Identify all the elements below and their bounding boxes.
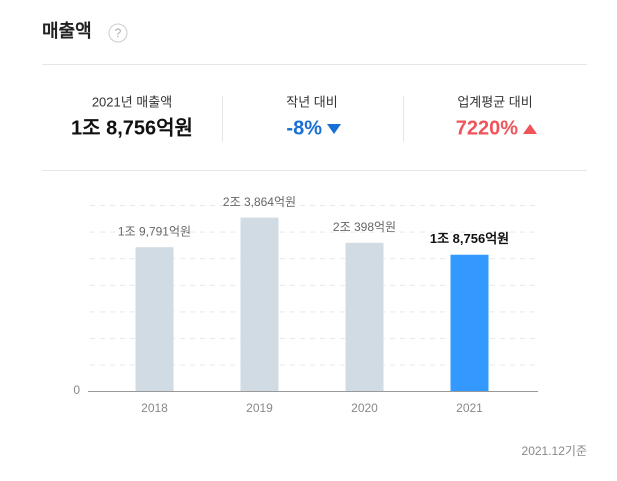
bar [135, 247, 174, 391]
value-label: 2조 398억원 [333, 220, 396, 234]
summary-value: -8% [286, 117, 322, 139]
summary-value: 7220% [456, 117, 518, 139]
x-tick-label: 2021 [456, 401, 483, 415]
footnote: 2021.12기준 [522, 444, 587, 458]
value-label: 1조 8,756억원 [430, 231, 509, 246]
bar [345, 242, 384, 391]
down-arrow [327, 124, 341, 134]
value-label: 2조 3,864억원 [223, 195, 296, 209]
up-arrow [523, 124, 537, 134]
x-tick-label: 2018 [141, 401, 168, 415]
summary-label: 업계평균 대비 [457, 94, 532, 109]
summary-label: 2021년 매출액 [92, 94, 172, 109]
help-text[interactable]: ? [115, 26, 122, 40]
summary-value: 1조 8,756억원 [71, 116, 193, 139]
summary-label: 작년 대비 [286, 94, 337, 109]
bar [450, 254, 489, 391]
x-tick-label: 2020 [351, 401, 378, 415]
help-icon[interactable] [108, 23, 128, 43]
y-tick-label: 0 [73, 383, 80, 397]
value-label: 1조 9,791억원 [118, 224, 191, 238]
title: 매출액 [42, 21, 92, 41]
x-tick-label: 2019 [246, 401, 273, 415]
bar [240, 217, 279, 391]
